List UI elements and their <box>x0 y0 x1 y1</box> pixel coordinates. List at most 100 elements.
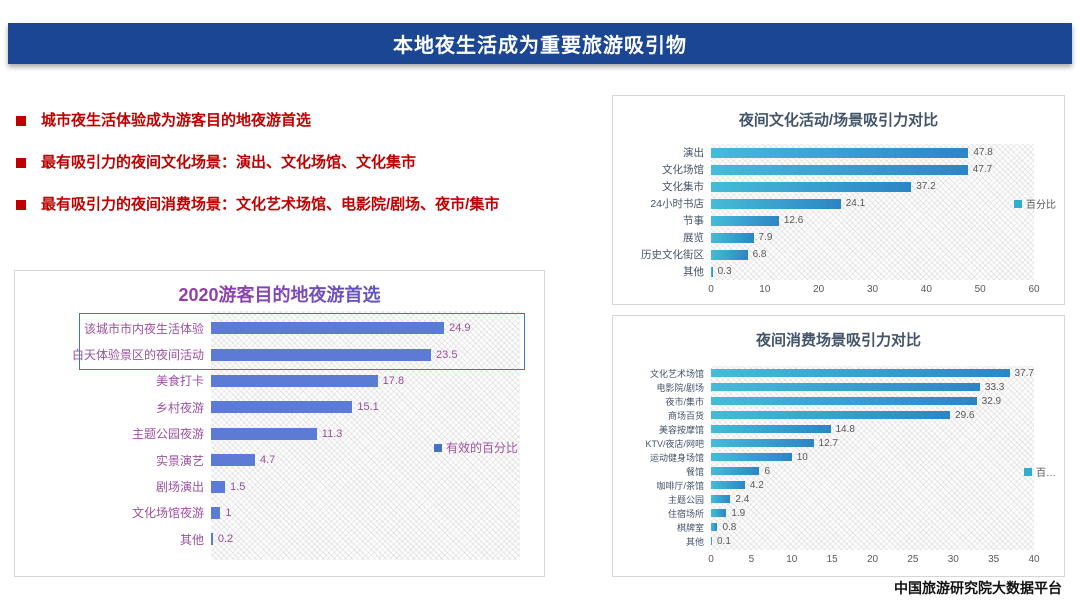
bar-track: 7.9 <box>711 229 1034 246</box>
legend-label: 百… <box>1036 468 1056 479</box>
bar-row: 主题公园夜游 11.3 <box>25 421 534 447</box>
bar <box>711 147 969 158</box>
legend: 百… <box>1024 464 1056 479</box>
bar-row: 演出 47.8 <box>623 144 1056 161</box>
bar-track: 12.6 <box>711 212 1034 229</box>
x-tick-label: 15 <box>826 554 838 565</box>
bar-track: 2.4 <box>711 492 1034 506</box>
highlight-box <box>79 313 525 370</box>
bar <box>711 249 748 260</box>
x-tick-label: 35 <box>988 554 1000 565</box>
bar <box>711 232 754 243</box>
bar-track: 0.8 <box>711 520 1034 534</box>
bar-track: 6 <box>711 464 1034 478</box>
category-label: 餐馆 <box>685 466 704 477</box>
x-axis: 0 5 10 15 20 25 30 35 40 <box>708 550 1039 570</box>
bullet-square-icon <box>16 200 26 210</box>
bar <box>711 266 713 277</box>
category-label: 节事 <box>683 215 704 227</box>
bullet-text: 最有吸引力的夜间消费场景：文化艺术场馆、电影院/剧场、夜市/集市 <box>41 196 500 213</box>
bar-value: 33.3 <box>984 381 1005 393</box>
bar-track: 14.8 <box>711 422 1034 436</box>
category-label: 展览 <box>683 232 704 244</box>
legend-swatch-icon <box>1024 467 1032 476</box>
bar-track: 1.9 <box>711 506 1034 520</box>
category-label: 主题公园夜游 <box>131 427 204 442</box>
x-tick-label: 40 <box>920 284 932 295</box>
bar <box>711 439 814 447</box>
bar-row: 夜市/集市 32.9 <box>623 394 1056 408</box>
bar-value: 0.2 <box>217 533 234 546</box>
category-label: 24小时书店 <box>650 198 704 210</box>
bullet-square-icon <box>16 158 26 168</box>
bar <box>711 481 745 489</box>
bar-row: 咖啡厅/茶馆 4.2 <box>623 478 1056 492</box>
bar <box>211 348 432 361</box>
bar <box>711 198 841 209</box>
bar-row: 文化艺术场馆 37.7 <box>623 366 1056 380</box>
bar-value: 14.8 <box>835 423 855 435</box>
category-label: 商场百货 <box>667 410 704 421</box>
bullet-text: 最有吸引力的夜间文化场景：演出、文化场馆、文化集市 <box>41 154 417 171</box>
bar <box>711 495 731 503</box>
x-tick-label: 30 <box>947 554 959 565</box>
bar-row: 主题公园 2.4 <box>623 492 1056 506</box>
bar-row: 文化场馆 47.7 <box>623 161 1056 178</box>
bar <box>211 322 445 335</box>
bar-value: 1.9 <box>731 507 746 519</box>
bar-value: 4.2 <box>749 479 764 491</box>
bar-row: 美食打卡 17.8 <box>25 368 534 394</box>
x-tick-label: 30 <box>866 284 879 295</box>
bar-track: 24.1 <box>711 195 1034 212</box>
category-label: 运动健身场馆 <box>649 452 704 463</box>
legend-swatch-icon <box>433 443 442 452</box>
bar-chart-destination-night-tour: 该城市市内夜生活体验 24.9 白天体验景区的夜间活动 23.5 美食打卡 17.8 乡村夜… <box>25 311 534 560</box>
bar-track: 12.7 <box>711 436 1034 450</box>
bar-row: 剧场演出 1.5 <box>25 473 534 499</box>
bar-track: 0.1 <box>711 534 1034 548</box>
bar-track: 10 <box>711 450 1034 464</box>
bar <box>711 425 831 433</box>
bar-value: 47.7 <box>972 164 993 175</box>
bar-value: 0.1 <box>717 535 731 547</box>
legend-swatch-icon <box>1014 199 1022 208</box>
chart-panel-night-consumption: 夜间消费场景吸引力对比 文化艺术场馆 37.7 电影院/剧场 33.3 夜市/集市 32.… <box>612 315 1065 577</box>
bar <box>711 215 779 226</box>
bar-track: 4.2 <box>711 478 1034 492</box>
bar <box>711 164 968 175</box>
bar <box>711 369 1010 377</box>
x-tick-label: 0 <box>708 284 714 295</box>
bar-row: 棋牌室 0.8 <box>623 520 1056 534</box>
bar-value: 24.9 <box>449 322 471 335</box>
bullet-item: 城市夜生活体验成为游客目的地夜游首选 <box>16 100 610 142</box>
bar <box>711 453 792 461</box>
category-label: KTV/夜店/网吧 <box>645 438 704 449</box>
bullet-text: 城市夜生活体验成为游客目的地夜游首选 <box>41 112 312 129</box>
bar-value: 6 <box>764 465 770 477</box>
bar-value: 12.7 <box>818 437 839 449</box>
bar <box>211 480 226 493</box>
bar-track: 4.7 <box>211 447 520 473</box>
bar <box>711 467 760 475</box>
bar <box>211 401 353 414</box>
chart-title: 2020游客目的地夜游首选 <box>15 281 544 307</box>
header-bar: 本地夜生活成为重要旅游吸引物 <box>8 23 1072 64</box>
bar-track: 29.6 <box>711 408 1034 422</box>
bar <box>211 454 255 467</box>
chart-panel-night-culture: 夜间文化活动/场景吸引力对比 演出 47.8 文化场馆 47.7 文化集市 37.2 24小… <box>612 95 1065 305</box>
category-label: 棋牌室 <box>676 522 704 533</box>
bar-track: 24.9 <box>211 315 520 341</box>
bar-row: 住宿场所 1.9 <box>623 506 1056 520</box>
bar-row: 其他 0.2 <box>25 526 534 552</box>
bullet-list: 城市夜生活体验成为游客目的地夜游首选 最有吸引力的夜间文化场景：演出、文化场馆、… <box>16 100 610 226</box>
category-label: 文化场馆 <box>662 164 704 176</box>
category-label: 电影院/剧场 <box>656 382 704 393</box>
bar-rows: 文化艺术场馆 37.7 电影院/剧场 33.3 夜市/集市 32.9 商场百货 29.6 美容按… <box>623 366 1056 548</box>
bar-value: 0.3 <box>717 266 732 277</box>
bar-value: 23.5 <box>436 348 458 361</box>
category-label: 历史文化街区 <box>641 249 704 261</box>
bar-row: 历史文化街区 6.8 <box>623 246 1056 263</box>
bar-value: 2.4 <box>735 493 750 505</box>
bar-track: 47.8 <box>711 144 1034 161</box>
bar-chart-night-culture: 演出 47.8 文化场馆 47.7 文化集市 37.2 24小时书店 24.1 节事 12.6 展览… <box>623 144 1056 298</box>
